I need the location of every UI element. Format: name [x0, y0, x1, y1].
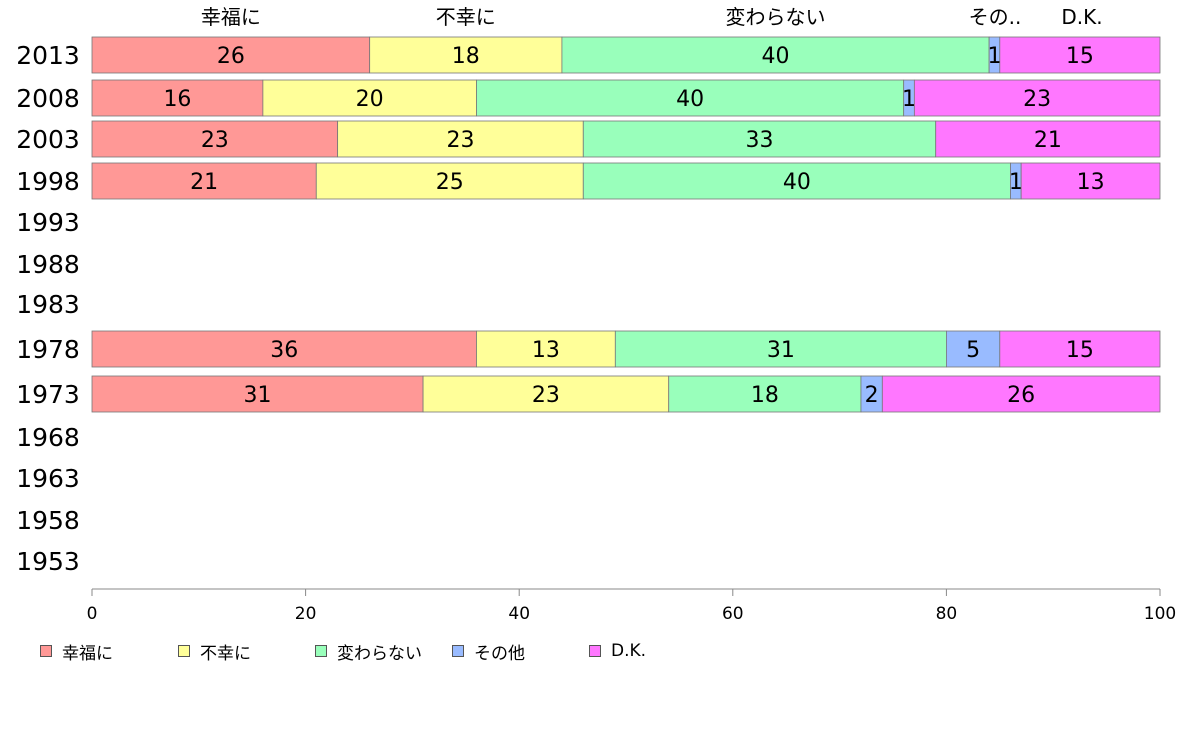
bar-segment-dk-1998 — [1020, 162, 1161, 200]
x-tick-label-40: 40 — [508, 604, 530, 624]
year-label-2013: 2013 — [16, 41, 80, 70]
bar-segment-happy-1978 — [91, 330, 477, 368]
x-tick-label-20: 20 — [295, 604, 317, 624]
x-tick-label-0: 0 — [87, 604, 98, 624]
year-label-2008: 2008 — [16, 84, 80, 113]
year-label-1978: 1978 — [16, 335, 80, 364]
year-label-1953: 1953 — [16, 547, 80, 576]
data-label-other-1998: 1 — [1009, 170, 1023, 195]
data-label-dk-1978: 15 — [1066, 338, 1094, 363]
data-label-happy-2003: 23 — [201, 128, 229, 153]
bar-segment-unchanged-2013 — [561, 36, 990, 74]
bar-segment-unchanged-1978 — [614, 330, 947, 368]
data-label-happy-2013: 26 — [217, 44, 245, 69]
top-label-unchanged: 変わらない — [726, 5, 826, 29]
bar-segment-dk-2013 — [999, 36, 1161, 74]
data-label-dk-1973: 26 — [1007, 383, 1035, 408]
bar-segment-unchanged-2008 — [476, 79, 905, 117]
bar-segment-unhappy-1973 — [422, 375, 670, 413]
data-label-unhappy-2008: 20 — [356, 87, 384, 112]
data-label-other-2008: 1 — [902, 87, 916, 112]
data-label-unhappy-1973: 23 — [532, 383, 560, 408]
bar-segment-happy-2003 — [91, 120, 339, 158]
year-label-2003: 2003 — [16, 125, 80, 154]
bar-segment-unhappy-2008 — [262, 79, 477, 117]
bar-segment-other-1978 — [946, 330, 1001, 368]
year-label-1998: 1998 — [16, 167, 80, 196]
year-label-1968: 1968 — [16, 423, 80, 452]
data-label-happy-1978: 36 — [270, 338, 298, 363]
bar-segment-happy-2013 — [91, 36, 371, 74]
year-label-1993: 1993 — [16, 208, 80, 237]
data-label-dk-2013: 15 — [1066, 44, 1094, 69]
bar-segment-dk-2008 — [913, 79, 1161, 117]
data-label-unhappy-1978: 13 — [532, 338, 560, 363]
data-label-unchanged-1998: 40 — [783, 170, 811, 195]
bar-segment-unhappy-1998 — [315, 162, 584, 200]
data-label-unchanged-1978: 31 — [767, 338, 795, 363]
data-label-happy-1973: 31 — [244, 383, 272, 408]
data-label-dk-1998: 13 — [1077, 170, 1105, 195]
data-label-other-1973: 2 — [865, 383, 879, 408]
bar-segment-unchanged-1998 — [582, 162, 1011, 200]
top-label-happy: 幸福に — [201, 5, 261, 29]
data-label-other-2013: 1 — [987, 44, 1001, 69]
top-label-dk: D.K. — [1061, 5, 1102, 29]
data-label-unchanged-2013: 40 — [762, 44, 790, 69]
data-label-other-1978: 5 — [966, 338, 980, 363]
data-label-unchanged-2008: 40 — [676, 87, 704, 112]
data-label-dk-2008: 23 — [1023, 87, 1051, 112]
bar-segment-happy-1973 — [91, 375, 424, 413]
bar-segment-unhappy-2013 — [369, 36, 563, 74]
top-label-other: その.. — [969, 5, 1022, 29]
data-label-dk-2003: 21 — [1034, 128, 1062, 153]
bar-segment-unchanged-2003 — [582, 120, 937, 158]
year-label-1963: 1963 — [16, 464, 80, 493]
year-label-1988: 1988 — [16, 250, 80, 279]
bar-segment-unhappy-1978 — [476, 330, 616, 368]
year-label-1973: 1973 — [16, 380, 80, 409]
x-tick-label-60: 60 — [722, 604, 744, 624]
bar-segment-happy-2008 — [91, 79, 264, 117]
data-label-unhappy-1998: 25 — [436, 170, 464, 195]
data-label-unchanged-1973: 18 — [751, 383, 779, 408]
bar-segment-unchanged-1973 — [668, 375, 862, 413]
x-tick-label-80: 80 — [936, 604, 958, 624]
data-label-happy-1998: 21 — [190, 170, 218, 195]
year-label-1958: 1958 — [16, 506, 80, 535]
top-label-unhappy: 不幸に — [436, 5, 496, 29]
data-label-happy-2008: 16 — [163, 87, 191, 112]
x-tick-label-100: 100 — [1144, 604, 1176, 624]
bar-segment-dk-1973 — [881, 375, 1161, 413]
data-label-unchanged-2003: 33 — [746, 128, 774, 153]
bar-segment-dk-1978 — [999, 330, 1161, 368]
year-label-1983: 1983 — [16, 290, 80, 319]
bar-segment-dk-2003 — [935, 120, 1161, 158]
data-label-unhappy-2003: 23 — [446, 128, 474, 153]
bar-segment-happy-1998 — [91, 162, 317, 200]
data-label-unhappy-2013: 18 — [452, 44, 480, 69]
